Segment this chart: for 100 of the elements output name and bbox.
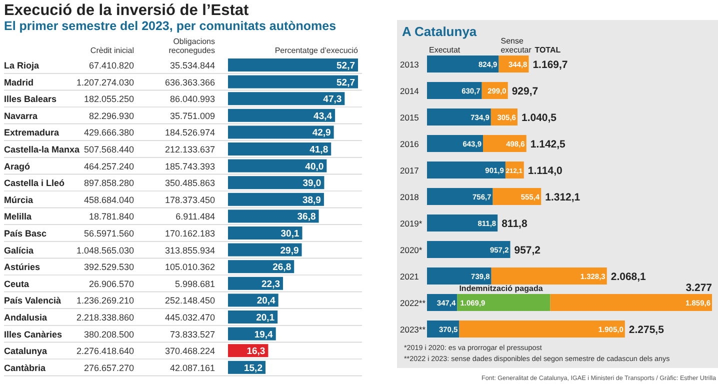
data-label: 38,9: [302, 194, 321, 206]
text: 458.684.040: [84, 194, 134, 205]
y-tick-label: Galícia: [4, 245, 35, 256]
data-label: 43,4: [314, 110, 333, 122]
text: 2.276.418.640: [76, 346, 134, 356]
bar: [228, 192, 324, 206]
total-label: 957,2: [514, 244, 541, 256]
y-tick-label: Castella i Lleó: [4, 178, 66, 188]
bar: [228, 243, 302, 256]
bar: [459, 320, 625, 338]
data-label: 30,1: [280, 228, 300, 240]
text: 178.373.450: [164, 194, 215, 205]
text: 185.743.393: [164, 161, 215, 172]
y-tick-label: Andalusia: [4, 312, 48, 322]
bar: [457, 294, 550, 311]
text: Obligacions reconegudes: [168, 37, 215, 55]
data-label: 16,3: [246, 346, 266, 358]
total-label: 1.169,7: [532, 58, 568, 71]
bar: [483, 135, 526, 152]
bar: [228, 58, 358, 72]
data-label: 26,8: [272, 262, 292, 274]
data-label: 52,7: [336, 60, 355, 72]
y-tick-label: 2016: [400, 139, 420, 149]
y-tick-label: 2023**: [400, 324, 426, 334]
bar: [427, 82, 482, 99]
data-label: 39,0: [302, 178, 322, 190]
y-tick-label: País Valencià: [4, 296, 62, 306]
data-label: 15,2: [244, 362, 262, 374]
x-axis-title: Percentatge d’execució: [274, 46, 359, 55]
data-label: 36,8: [297, 212, 316, 223]
text: 26.906.570: [88, 278, 134, 289]
text: 182.055.250: [84, 94, 134, 104]
bar: [427, 241, 510, 258]
text: 350.485.863: [164, 178, 215, 188]
text: 1.236.269.210: [76, 296, 134, 306]
text: 2.218.338.860: [76, 312, 134, 322]
series-label: Sense executar: [500, 36, 532, 54]
total-label: 1.142,5: [530, 138, 566, 150]
bar: [427, 268, 492, 284]
text: 5.998.681: [174, 278, 215, 289]
text: 105.010.362: [164, 262, 215, 272]
y-tick-label: 2014: [400, 86, 420, 96]
y-tick-label: Cantàbria: [4, 362, 47, 373]
y-tick-label: Navarra: [4, 110, 39, 121]
y-tick-label: 2018: [400, 192, 420, 202]
bar: [550, 294, 712, 311]
data-label: 29,9: [280, 245, 299, 256]
y-tick-label: 2017: [400, 166, 420, 176]
text: 42.087.161: [170, 362, 215, 373]
y-tick-label: Ceuta: [4, 278, 30, 289]
text: 6.911.484: [176, 212, 215, 222]
y-tick-label: 2022**: [400, 298, 426, 308]
data-label: 40,0: [305, 161, 324, 172]
y-tick-label: Astúries: [4, 262, 40, 272]
data-label: 20,4: [256, 296, 276, 307]
text: 18.781.840: [88, 212, 134, 222]
series-label: Executat: [429, 46, 461, 54]
text: 313.855.934: [164, 245, 215, 256]
total-label: 2.275,5: [628, 324, 664, 336]
total-label: 811,8: [502, 218, 528, 230]
bar: [427, 56, 499, 72]
bar: [228, 176, 324, 190]
text: 636.363.366: [164, 77, 215, 88]
text: 35.534.844: [170, 60, 215, 70]
y-tick-label: 2019*: [400, 218, 423, 228]
text: 1.207.274.030: [76, 77, 134, 88]
y-tick-label: La Rioja: [4, 60, 40, 70]
bar: [427, 188, 493, 205]
text: 392.529.530: [84, 262, 134, 272]
y-tick-label: Aragó: [4, 161, 31, 172]
text: 67.410.820: [88, 60, 134, 70]
text: 212.133.637: [164, 144, 215, 154]
bar: [228, 260, 294, 274]
total-label: 1.114,0: [528, 164, 562, 177]
text: 897.858.280: [84, 178, 134, 188]
text: 170.162.183: [164, 228, 215, 238]
text: 445.032.470: [164, 312, 215, 322]
total-label: 1.312,1: [545, 191, 580, 204]
bar: [491, 268, 607, 284]
data-label: 20,1: [256, 312, 276, 324]
text: 380.208.500: [84, 329, 134, 340]
chart-title: A Catalunya: [402, 24, 478, 39]
bar: [228, 108, 336, 122]
bar: [427, 108, 491, 126]
bar: [427, 135, 483, 152]
data-label: 19,4: [254, 329, 274, 340]
data-label: 42,9: [312, 128, 331, 139]
total-label: 929,7: [512, 85, 538, 98]
bar: [228, 210, 319, 223]
y-tick-label: Extremadura: [4, 128, 60, 138]
y-tick-label: 2013: [400, 60, 420, 70]
bar: [228, 226, 302, 240]
text: 252.148.450: [164, 296, 215, 306]
chart-title: Execució de la inversió de l’Estat: [4, 2, 249, 19]
bar: [427, 162, 506, 178]
y-tick-label: País Basc: [4, 228, 47, 238]
y-tick-label: Catalunya: [4, 346, 48, 356]
text: 184.526.974: [164, 128, 215, 138]
series-label: Indemnització pagada: [459, 284, 544, 293]
text: 429.666.380: [84, 128, 134, 138]
